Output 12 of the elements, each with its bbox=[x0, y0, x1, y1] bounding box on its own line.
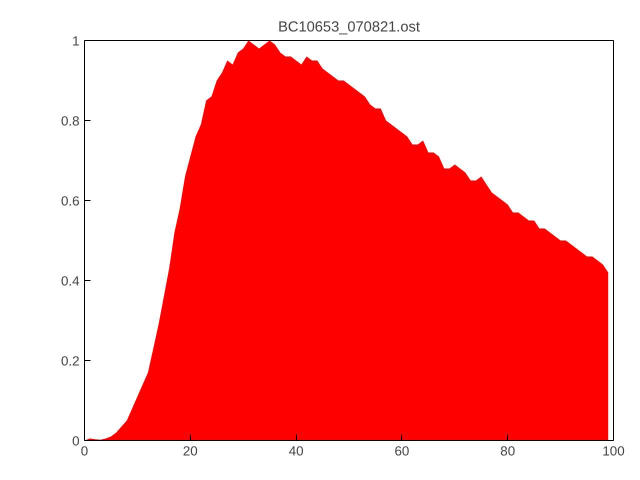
x-tick-label: 40 bbox=[288, 444, 304, 458]
chart-title: BC10653_070821.ost bbox=[278, 20, 420, 36]
y-tick-label: 0.2 bbox=[60, 354, 80, 368]
y-tick-label: 0 bbox=[72, 434, 80, 448]
x-tick-label: 100 bbox=[602, 444, 625, 458]
y-tick-label: 0.6 bbox=[60, 194, 80, 208]
x-tick-label: 20 bbox=[182, 444, 198, 458]
x-tick-label: 60 bbox=[394, 444, 410, 458]
y-tick-label: 0.4 bbox=[60, 274, 80, 288]
y-tick-label: 0.8 bbox=[60, 114, 80, 128]
x-tick-label: 80 bbox=[500, 444, 516, 458]
y-tick-label: 1 bbox=[72, 34, 80, 48]
